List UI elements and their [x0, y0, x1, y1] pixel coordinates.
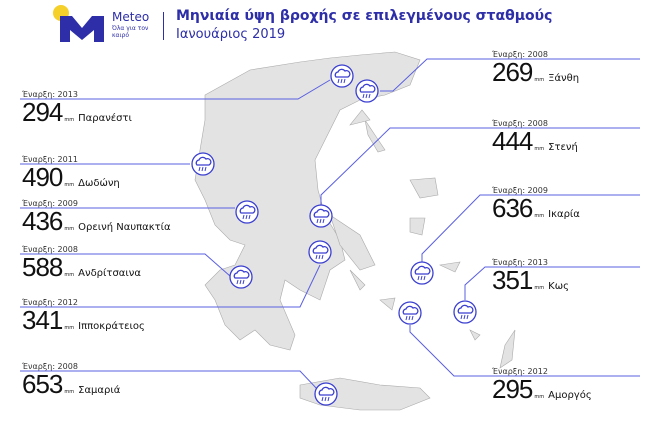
station-name: Ορεινή Ναυπακτία — [78, 222, 171, 233]
station-name: Αμοργός — [548, 390, 592, 401]
page-subtitle: Ιανουάριος 2019 — [176, 27, 286, 42]
rain-cloud-icon — [309, 204, 333, 228]
unit: mm — [64, 325, 75, 331]
rain-cloud-icon — [235, 200, 259, 224]
station-label: Έναρξη: 2012 341 mm Ιπποκράτειος — [22, 298, 145, 333]
station-name: Σαμαριά — [78, 385, 121, 396]
rainfall-value: 295 — [492, 374, 533, 404]
rain-cloud-icon — [191, 152, 215, 176]
unit: mm — [534, 213, 545, 219]
unit: mm — [64, 389, 75, 395]
rain-cloud-icon — [229, 265, 253, 289]
station-name: Στενή — [548, 142, 578, 153]
station-name: Ιπποκράτειος — [78, 321, 145, 332]
rainfall-value: 588 — [22, 252, 63, 282]
land — [194, 51, 516, 411]
station-name: Κως — [548, 281, 569, 292]
station-label: Έναρξη: 2008 653 mm Σαμαριά — [22, 362, 120, 397]
unit: mm — [534, 394, 545, 400]
rain-cloud-icon — [453, 300, 477, 324]
rainfall-value: 490 — [22, 162, 63, 192]
unit: mm — [64, 182, 75, 188]
rainfall-value: 341 — [22, 305, 63, 335]
unit: mm — [534, 285, 545, 291]
station-label: Έναρξη: 2008 444 mm Στενή — [492, 119, 578, 154]
station-name: Ξάνθη — [548, 73, 580, 84]
page-title: Μηνιαία ύψη βροχής σε επιλεγμένους σταθμ… — [176, 8, 553, 24]
station-label: Έναρξη: 2013 351 mm Κως — [492, 258, 569, 293]
start-year: Έναρξη: 2013 — [492, 258, 548, 267]
start-year: Έναρξη: 2011 — [22, 155, 78, 164]
rain-cloud-icon — [410, 261, 434, 285]
brand-tagline: Όλα για τον καιρό — [112, 25, 149, 39]
divider — [163, 12, 164, 40]
rainfall-value: 636 — [492, 193, 533, 223]
station-name: Ανδρίτσαινα — [78, 268, 141, 279]
rainfall-value: 444 — [492, 126, 533, 156]
rain-cloud-icon — [398, 301, 422, 325]
start-year: Έναρξη: 2012 — [492, 367, 548, 376]
station-label: Έναρξη: 2012 295 mm Αμοργός — [492, 367, 592, 402]
unit: mm — [64, 117, 75, 123]
start-year: Έναρξη: 2008 — [492, 50, 548, 59]
brand-name: Meteo — [112, 10, 150, 24]
unit: mm — [64, 272, 75, 278]
start-year: Έναρξη: 2008 — [492, 119, 548, 128]
rainfall-value: 436 — [22, 206, 63, 236]
station-name: Δωδώνη — [78, 178, 120, 189]
station-name: Παρανέστι — [78, 113, 132, 124]
station-label: Έναρξη: 2009 636 mm Ικαρία — [492, 186, 580, 221]
rainfall-value: 653 — [22, 369, 63, 399]
rain-cloud-icon — [314, 382, 338, 406]
rainfall-value: 294 — [22, 97, 63, 127]
rainfall-value: 351 — [492, 265, 533, 295]
start-year: Έναρξη: 2012 — [22, 298, 78, 307]
station-label: Έναρξη: 2008 269 mm Ξάνθη — [492, 50, 579, 85]
start-year: Έναρξη: 2009 — [492, 186, 548, 195]
unit: mm — [64, 226, 75, 232]
start-year: Έναρξη: 2013 — [22, 90, 78, 99]
start-year: Έναρξη: 2009 — [22, 199, 78, 208]
start-year: Έναρξη: 2008 — [22, 362, 78, 371]
station-label: Έναρξη: 2013 294 mm Παρανέστι — [22, 90, 132, 125]
meteo-logo — [53, 5, 104, 42]
unit: mm — [534, 146, 545, 152]
rainfall-value: 269 — [492, 57, 533, 87]
rain-cloud-icon — [308, 240, 332, 264]
rain-cloud-icon — [330, 64, 354, 88]
rain-cloud-icon — [355, 79, 379, 103]
start-year: Έναρξη: 2008 — [22, 245, 78, 254]
station-label: Έναρξη: 2009 436 mm Ορεινή Ναυπακτία — [22, 199, 171, 234]
unit: mm — [534, 77, 545, 83]
station-label: Έναρξη: 2011 490 mm Δωδώνη — [22, 155, 120, 190]
station-label: Έναρξη: 2008 588 mm Ανδρίτσαινα — [22, 245, 141, 280]
station-name: Ικαρία — [548, 209, 580, 220]
leader-lines — [20, 58, 640, 391]
